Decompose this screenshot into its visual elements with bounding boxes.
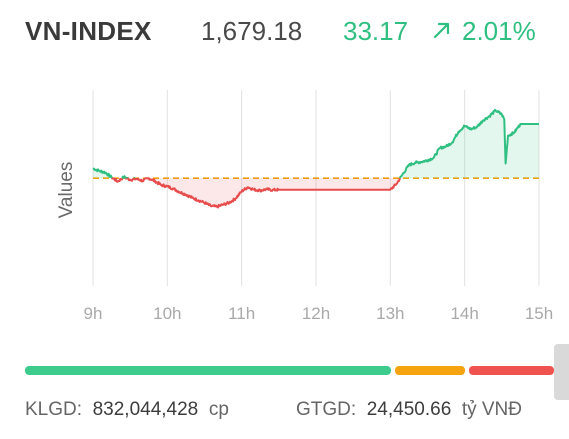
index-change-pct: 2.01% [462, 16, 536, 46]
gtgd-label: GTGD: [296, 399, 357, 420]
index-name: VN-INDEX [25, 16, 152, 46]
series-line-up [399, 108, 539, 179]
x-tick-label: 11h [228, 304, 255, 323]
area-up [400, 109, 539, 179]
x-tick-label: 14h [450, 304, 478, 323]
scroll-handle[interactable] [554, 344, 569, 400]
klgd-stat: KLGD: 832,044,428 cp [25, 399, 229, 421]
area-down [134, 178, 400, 208]
x-tick-label: 13h [376, 304, 404, 323]
x-tick-label: 9h [84, 304, 103, 323]
gtgd-stat: GTGD: 24,450.66 tỷ VNĐ [296, 399, 522, 421]
series-line-down [133, 177, 401, 209]
series-line-down [111, 177, 124, 183]
y-axis-label: Values [56, 162, 77, 219]
x-tick-label: 12h [302, 304, 330, 323]
intraday-chart: 9h 10h 11h 12h 13h 14h 15h Values [56, 90, 553, 323]
gtgd-value: 24,450.66 [366, 399, 452, 420]
gtgd-unit: tỷ VNĐ [461, 399, 523, 420]
klgd-label: KLGD: [25, 399, 83, 420]
breadth-segment-advancing [25, 366, 392, 375]
klgd-unit: cp [208, 399, 229, 420]
breadth-segment-unchanged [395, 366, 466, 375]
series-line-up [92, 167, 113, 179]
klgd-value: 832,044,428 [92, 399, 199, 420]
index-change: 33.17 [343, 16, 409, 46]
breadth-segment-declining [469, 366, 554, 375]
x-tick-label: 15h [525, 304, 553, 323]
series-line-down [127, 177, 136, 182]
arrow-up-right-icon [433, 22, 450, 39]
x-tick-label: 10h [153, 304, 181, 323]
index-value: 1,679.18 [201, 16, 303, 46]
series-line-up [121, 175, 127, 179]
